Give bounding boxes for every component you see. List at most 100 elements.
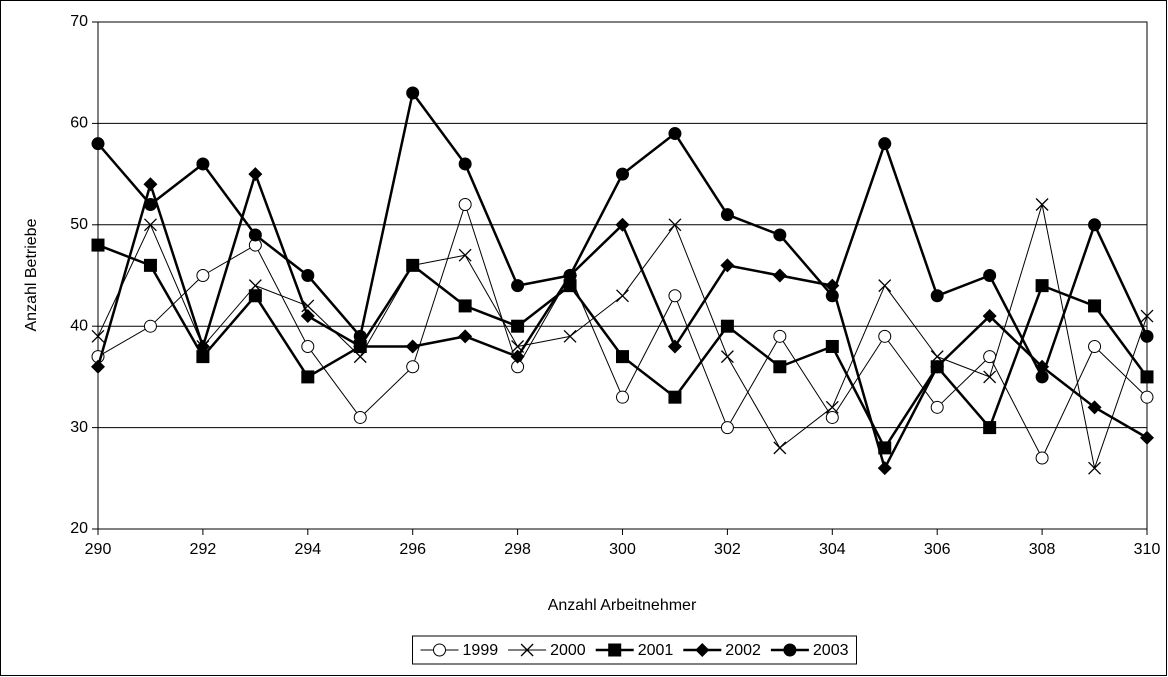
marker — [783, 643, 797, 657]
marker — [772, 268, 787, 283]
marker — [615, 217, 630, 232]
marker — [511, 279, 525, 293]
marker — [773, 329, 787, 343]
marker — [616, 350, 629, 364]
marker — [668, 127, 682, 141]
marker — [720, 258, 735, 273]
x-tick-label: 304 — [819, 541, 846, 558]
legend-label: 2000 — [550, 642, 586, 659]
marker — [878, 137, 892, 151]
marker — [825, 339, 839, 353]
marker — [301, 339, 315, 353]
x-tick-label: 296 — [399, 541, 426, 558]
marker — [143, 177, 158, 192]
y-axis-title: Anzahl Betriebe — [23, 218, 40, 331]
marker — [1140, 309, 1154, 323]
marker — [520, 643, 534, 657]
marker — [1088, 339, 1102, 353]
x-tick-label: 290 — [85, 541, 112, 558]
marker — [878, 441, 892, 455]
marker — [720, 208, 734, 222]
marker — [563, 329, 577, 343]
marker — [1140, 329, 1154, 343]
marker — [877, 461, 892, 476]
x-axis-title: Anzahl Arbeitnehmer — [548, 597, 697, 614]
x-tick-label: 306 — [924, 541, 951, 558]
x-tick-label: 310 — [1134, 541, 1161, 558]
marker — [196, 157, 210, 171]
marker — [1087, 400, 1102, 415]
marker — [1035, 451, 1049, 465]
marker — [511, 319, 525, 333]
marker — [930, 359, 945, 374]
marker — [1140, 370, 1154, 384]
marker — [196, 350, 210, 364]
x-tick-label: 302 — [714, 541, 741, 558]
marker — [825, 289, 839, 303]
marker — [405, 339, 420, 354]
marker — [353, 339, 368, 354]
marker — [983, 350, 997, 364]
marker — [825, 400, 839, 414]
marker — [773, 441, 787, 455]
marker — [668, 218, 682, 232]
marker — [1035, 370, 1049, 384]
marker — [983, 370, 997, 384]
y-tick-label: 70 — [70, 13, 88, 30]
x-tick-label: 292 — [190, 541, 217, 558]
marker — [91, 359, 105, 374]
x-tick-label: 300 — [609, 541, 636, 558]
marker — [930, 289, 944, 303]
marker — [720, 421, 734, 435]
x-tick-label: 294 — [294, 541, 321, 558]
marker — [1035, 279, 1049, 293]
marker — [300, 309, 315, 324]
marker — [1088, 461, 1102, 475]
marker — [143, 218, 157, 232]
marker — [668, 289, 682, 303]
legend: 1999 2000 2001 2002 2003 — [412, 635, 857, 665]
marker — [983, 269, 997, 282]
marker — [616, 167, 629, 181]
marker — [91, 238, 105, 252]
marker — [878, 279, 892, 293]
plot-area — [97, 21, 1148, 530]
legend-label: 2002 — [725, 642, 761, 659]
marker — [196, 269, 210, 282]
marker — [353, 410, 367, 424]
marker — [301, 370, 315, 384]
x-tick-label: 298 — [504, 541, 531, 558]
marker — [406, 360, 420, 374]
legend-label: 2003 — [813, 642, 849, 659]
marker — [143, 198, 157, 212]
marker — [143, 258, 157, 272]
marker — [563, 269, 577, 282]
marker — [458, 248, 472, 262]
marker — [1140, 430, 1154, 445]
marker — [695, 643, 710, 657]
marker — [458, 329, 473, 344]
marker — [248, 167, 263, 182]
marker — [1088, 299, 1102, 313]
marker — [773, 228, 787, 242]
marker — [773, 360, 787, 374]
marker — [1088, 218, 1102, 232]
marker — [91, 329, 105, 343]
marker — [667, 339, 682, 354]
marker — [406, 258, 420, 272]
marker — [825, 410, 839, 424]
y-tick-label: 50 — [70, 216, 88, 233]
marker — [616, 289, 629, 303]
marker — [1140, 390, 1154, 404]
marker — [406, 86, 420, 100]
marker — [930, 400, 944, 414]
y-tick-label: 30 — [70, 419, 88, 436]
marker — [720, 319, 734, 333]
marker — [608, 643, 622, 657]
marker — [1035, 198, 1049, 211]
x-tick-label: 308 — [1029, 541, 1056, 558]
marker — [248, 228, 262, 242]
marker — [143, 319, 157, 333]
marker — [91, 137, 105, 151]
